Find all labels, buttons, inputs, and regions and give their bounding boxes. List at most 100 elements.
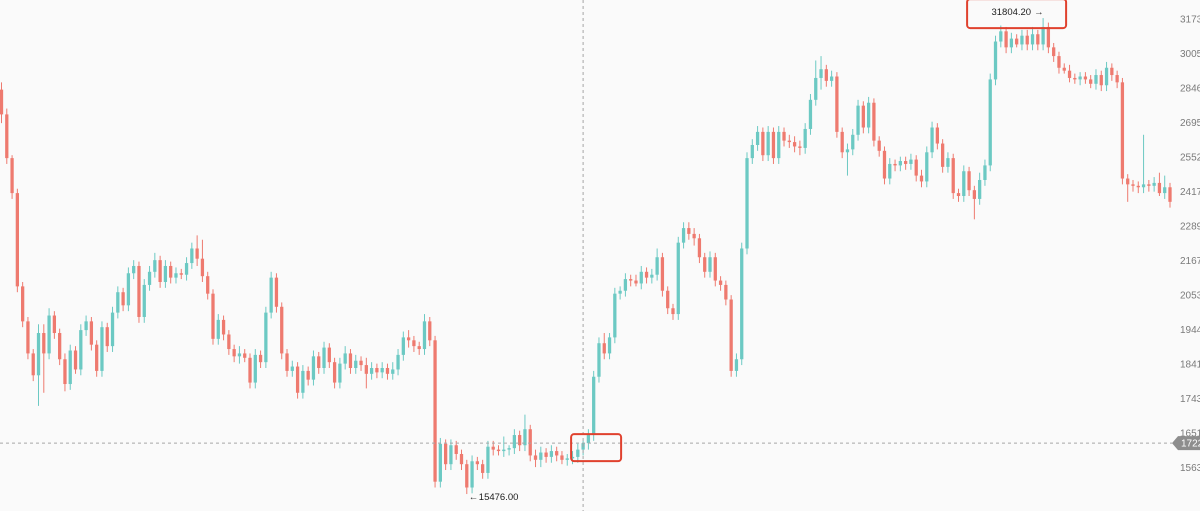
high-annotation: 31804.20 → xyxy=(991,7,1043,18)
left-arrow-icon: ← xyxy=(469,492,479,503)
candle-down xyxy=(533,455,538,460)
price-tag-label: 17221 xyxy=(1181,439,1200,450)
low-annotation: ← 15476.00 xyxy=(469,492,519,503)
candle-down xyxy=(824,69,828,81)
candle-down xyxy=(63,359,67,385)
candle-down xyxy=(364,365,368,374)
candle-down xyxy=(660,257,665,291)
candle-down xyxy=(1057,56,1061,68)
candle-up xyxy=(993,41,998,80)
candle-up xyxy=(1030,34,1035,45)
candle-up xyxy=(153,260,157,272)
candle-down xyxy=(280,306,284,354)
y-tick-label: 19443 xyxy=(1180,325,1200,336)
candle-down xyxy=(1147,184,1151,186)
candle-up xyxy=(322,347,326,368)
candle-up xyxy=(978,179,982,199)
candle-down xyxy=(306,370,310,380)
candle-down xyxy=(332,362,337,383)
candle-down xyxy=(348,353,353,368)
candle-down xyxy=(385,367,390,374)
candle-down xyxy=(206,276,210,294)
candle-up xyxy=(856,105,860,135)
candle-up xyxy=(1020,35,1024,45)
candle-up xyxy=(132,265,136,274)
candle-up xyxy=(618,290,622,294)
candle-down xyxy=(258,354,263,363)
candle-down xyxy=(692,233,696,239)
y-tick-label: 24173 xyxy=(1180,187,1200,198)
candle-down xyxy=(919,175,924,182)
candle-up xyxy=(163,265,168,283)
candle-down xyxy=(31,353,35,376)
candle-down xyxy=(951,158,955,194)
candle-up xyxy=(507,448,511,450)
y-tick-label: 16513 xyxy=(1180,429,1200,440)
candle-up xyxy=(829,76,834,81)
candle-down xyxy=(295,366,300,393)
candle-down xyxy=(1168,187,1172,202)
candle-down xyxy=(1067,70,1072,78)
candle-down xyxy=(1126,178,1130,185)
candle-up xyxy=(623,279,628,291)
candle-down xyxy=(417,346,421,350)
candle-down xyxy=(671,308,675,315)
y-tick-label: 20530 xyxy=(1180,291,1200,302)
candle-down xyxy=(903,161,908,164)
candle-down xyxy=(941,143,945,167)
candle-down xyxy=(555,451,559,456)
candle-down xyxy=(327,347,331,363)
candle-up xyxy=(116,292,120,313)
candle-up xyxy=(264,312,268,363)
candle-up xyxy=(1094,75,1098,84)
candle-down xyxy=(729,299,733,371)
y-tick-label: 18412 xyxy=(1180,360,1200,371)
candle-down xyxy=(137,265,141,317)
candle-down xyxy=(221,319,226,335)
highlight-box-high xyxy=(966,0,1068,30)
candle-up xyxy=(766,131,770,156)
candle-up xyxy=(845,149,850,153)
candle-up xyxy=(147,271,152,285)
candle-up xyxy=(1009,38,1014,48)
candle-up xyxy=(237,353,242,357)
candle-down xyxy=(121,292,125,306)
candle-down xyxy=(528,429,532,456)
candle-up xyxy=(888,163,892,179)
candle-down xyxy=(518,435,522,446)
candle-up xyxy=(396,354,400,370)
candle-up xyxy=(851,134,855,150)
candle-up xyxy=(734,359,739,371)
y-tick-label: 28461 xyxy=(1180,84,1200,95)
candle-down xyxy=(1025,35,1029,45)
candle-down xyxy=(1136,185,1140,188)
candle-up xyxy=(190,248,194,264)
candle-up xyxy=(962,171,966,197)
candle-down xyxy=(1110,67,1114,76)
candle-down xyxy=(232,349,236,357)
candle-down xyxy=(1157,182,1162,194)
candle-down xyxy=(465,464,469,488)
candle-up xyxy=(909,159,913,164)
candle-up xyxy=(470,461,474,488)
candle-up xyxy=(338,363,342,383)
candle-up xyxy=(808,99,813,129)
candle-up xyxy=(142,284,146,317)
candle-down xyxy=(761,131,765,156)
candle-down xyxy=(724,284,728,300)
candle-down xyxy=(169,265,173,278)
candle-down xyxy=(359,360,363,366)
candle-down xyxy=(200,258,205,277)
candle-down xyxy=(26,321,30,354)
candle-down xyxy=(644,271,649,278)
candle-down xyxy=(1036,34,1040,45)
candle-up xyxy=(79,330,83,370)
candle-down xyxy=(1115,75,1119,83)
candle-up xyxy=(988,79,992,166)
candle-down xyxy=(412,340,416,347)
candle-down xyxy=(248,357,252,383)
candle-down xyxy=(935,127,939,144)
candle-up xyxy=(174,273,178,278)
